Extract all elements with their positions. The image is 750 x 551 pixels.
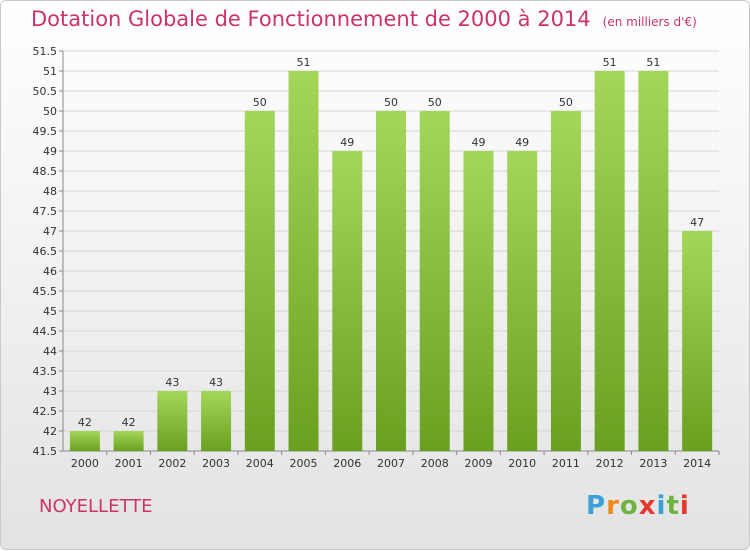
- data-label: 42: [122, 416, 136, 429]
- y-tick-label: 42.5: [33, 405, 58, 418]
- data-label: 50: [559, 96, 573, 109]
- logo-letter: i: [679, 491, 690, 521]
- x-tick-label: 2004: [246, 457, 274, 470]
- bar-2004: [244, 111, 275, 451]
- y-tick-label: 46.5: [33, 245, 58, 258]
- bar-2006: [332, 151, 363, 451]
- x-tick-label: 2013: [639, 457, 667, 470]
- data-label: 49: [471, 136, 485, 149]
- y-tick-label: 44: [43, 345, 57, 358]
- y-tick-label: 47: [43, 225, 57, 238]
- logo-letter: i: [656, 491, 667, 521]
- x-tick-label: 2010: [508, 457, 536, 470]
- data-label: 50: [384, 96, 398, 109]
- bars: [69, 71, 713, 451]
- title-text: Dotation Globale de Fonctionnement de 20…: [31, 7, 591, 31]
- x-tick-label: 2006: [333, 457, 361, 470]
- bar-2005: [288, 71, 319, 451]
- logo-letter: t: [666, 491, 680, 521]
- x-tick-label: 2009: [464, 457, 492, 470]
- data-label: 50: [428, 96, 442, 109]
- data-label: 51: [646, 56, 660, 69]
- data-label: 42: [78, 416, 92, 429]
- bar-2010: [507, 151, 538, 451]
- bar-2008: [419, 111, 450, 451]
- x-tick-label: 2000: [71, 457, 99, 470]
- y-tick-label: 50.5: [33, 85, 58, 98]
- x-tick-label: 2008: [421, 457, 449, 470]
- x-tick-label: 2011: [552, 457, 580, 470]
- place-name: NOYELLETTE: [39, 496, 153, 517]
- y-tick-label: 47.5: [33, 205, 58, 218]
- bar-2009: [463, 151, 494, 451]
- data-label: 43: [209, 376, 223, 389]
- y-tick-label: 48: [43, 185, 57, 198]
- x-tick-label: 2007: [377, 457, 405, 470]
- x-tick-label: 2014: [683, 457, 711, 470]
- x-tick-label: 2001: [115, 457, 143, 470]
- labels: 42 2000 42 2001 43 2002 43 2003 50 2004 51 2005 49 20…: [71, 56, 711, 470]
- data-label: 51: [603, 56, 617, 69]
- y-tick-label: 51.5: [33, 45, 58, 58]
- y-tick-label: 42: [43, 425, 57, 438]
- logo-letter: P: [586, 491, 607, 521]
- data-label: 50: [253, 96, 267, 109]
- data-label: 49: [340, 136, 354, 149]
- y-tick-label: 44.5: [33, 325, 58, 338]
- data-label: 47: [690, 216, 704, 229]
- unit-label: (en milliers d'€): [602, 15, 697, 29]
- y-tick-label: 46: [43, 265, 57, 278]
- data-label: 49: [515, 136, 529, 149]
- bar-2013: [638, 71, 669, 451]
- bar-2011: [550, 111, 581, 451]
- x-tick-label: 2002: [158, 457, 186, 470]
- y-tick-label: 45: [43, 305, 57, 318]
- chart-title: Dotation Globale de Fonctionnement de 20…: [31, 7, 697, 31]
- bar-2007: [376, 111, 406, 451]
- y-tick-label: 49.5: [33, 125, 58, 138]
- y-tick-label: 41.5: [33, 445, 58, 458]
- x-tick-label: 2003: [202, 457, 230, 470]
- y-tick-label: 45.5: [33, 285, 58, 298]
- y-tick-label: 51: [43, 65, 57, 78]
- y-tick-label: 48.5: [33, 165, 58, 178]
- x-tick-label: 2005: [290, 457, 318, 470]
- logo-letter: o: [619, 491, 639, 521]
- data-label: 43: [165, 376, 179, 389]
- y-tick-label: 43.5: [33, 365, 58, 378]
- bar-2002: [157, 391, 188, 451]
- bar-2000: [69, 431, 100, 451]
- proxiti-logo: Proxiti: [586, 491, 690, 521]
- logo-letter: x: [638, 491, 657, 521]
- logo-letter: r: [606, 491, 620, 521]
- bar-2012: [594, 71, 625, 451]
- bar-2014: [682, 231, 713, 451]
- data-label: 51: [297, 56, 311, 69]
- bar-2001: [113, 431, 144, 451]
- bar-2003: [201, 391, 232, 451]
- y-tick-label: 49: [43, 145, 57, 158]
- y-tick-label: 43: [43, 385, 57, 398]
- x-tick-label: 2012: [596, 457, 624, 470]
- y-tick-label: 50: [43, 105, 57, 118]
